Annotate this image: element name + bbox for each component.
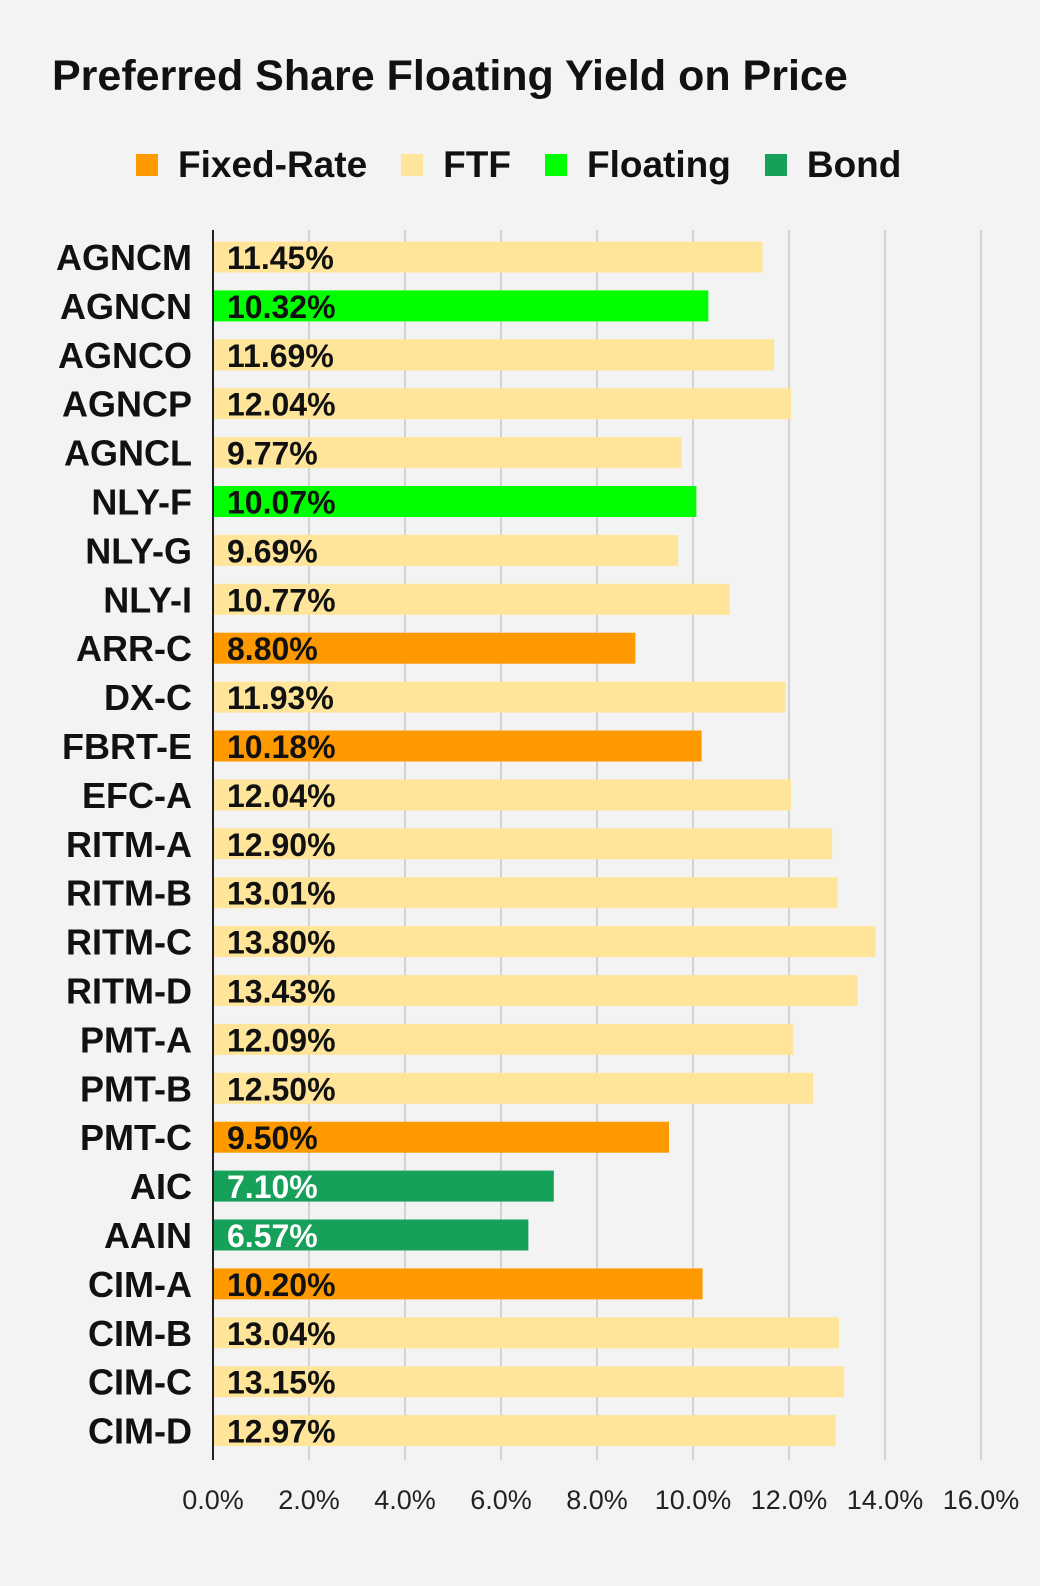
data-label: 10.77% [227,582,336,618]
data-label: 12.97% [227,1414,336,1450]
bar [213,486,697,517]
legend-label-bond: Bond [806,144,902,185]
bar [213,1121,669,1153]
category-label: DX-C [104,677,192,718]
data-label: 11.93% [227,680,334,716]
legend-swatch-bond [764,154,787,176]
bar [213,681,786,713]
category-label: AGNCN [60,286,192,327]
category-label: PMT-A [80,1019,192,1060]
bar [213,1072,813,1104]
data-label: 13.15% [227,1365,336,1401]
category-label: AIC [130,1166,192,1207]
category-label: FBRT-E [62,726,192,767]
data-label: 10.18% [227,729,336,765]
category-label: RITM-A [66,824,192,865]
data-label: 8.80% [227,631,318,667]
bar [213,779,791,811]
legend-item-floating: Floating [544,144,731,186]
data-label: 12.50% [227,1071,336,1107]
category-label: RITM-D [66,971,192,1012]
legend-item-ftf: FTF [401,144,511,186]
x-tick-label: 6.0% [470,1485,532,1515]
bar [213,730,702,762]
category-label: AAIN [104,1215,192,1256]
category-label: AGNCP [62,384,192,425]
bar [213,828,833,860]
bar [213,632,636,664]
legend-swatch-fixed-rate [136,154,158,176]
bar [213,1268,703,1300]
legend-label-fixed-rate: Fixed-Rate [178,144,368,185]
data-label: 13.80% [227,925,336,961]
x-tick-label: 4.0% [374,1485,436,1515]
x-tick-label: 8.0% [566,1485,628,1515]
data-label: 11.45% [227,240,334,276]
data-label: 6.57% [227,1218,318,1254]
category-label: AGNCM [56,237,192,278]
data-label: 9.50% [227,1120,318,1156]
category-label: CIM-B [88,1313,192,1354]
data-label: 13.01% [227,876,336,912]
bar [213,583,730,615]
legend-item-fixed-rate: Fixed-Rate [136,144,367,186]
category-label: EFC-A [82,775,192,816]
data-label: 12.09% [227,1022,336,1058]
bar [213,1317,839,1349]
data-label: 10.07% [227,485,336,521]
data-label: 12.90% [227,827,336,863]
chart-legend: Fixed-Rate FTF Floating Bond [136,144,935,186]
data-label: 11.69% [227,338,334,374]
bar [213,1415,836,1447]
data-label: 12.04% [227,778,336,814]
bar [213,1366,845,1398]
data-label: 10.32% [227,289,336,325]
category-label: AGNCO [58,335,192,376]
x-tick-label: 16.0% [943,1485,1020,1515]
legend-swatch-floating [544,154,567,176]
data-label: 12.04% [227,387,336,423]
x-tick-label: 10.0% [655,1485,732,1515]
category-label: ARR-C [76,628,192,669]
bar [213,877,838,909]
category-label: CIM-D [88,1411,192,1452]
data-label: 9.77% [227,436,318,472]
bar [213,388,791,420]
category-label: CIM-A [88,1264,192,1305]
legend-swatch-ftf [401,154,424,176]
category-label: NLY-I [103,579,192,620]
bar [213,975,858,1006]
x-tick-label: 2.0% [278,1485,340,1515]
category-label: PMT-B [80,1068,192,1109]
chart-title: Preferred Share Floating Yield on Price [52,52,848,100]
data-label: 13.04% [227,1316,336,1352]
data-label: 9.69% [227,533,318,569]
x-tick-label: 12.0% [751,1485,828,1515]
bar [213,1023,794,1055]
bar [213,1219,529,1251]
legend-item-bond: Bond [764,144,902,186]
bar [213,290,709,322]
category-label: NLY-F [91,482,192,523]
category-label: RITM-C [66,922,192,963]
bar [213,437,682,469]
x-tick-label: 0.0% [182,1485,244,1515]
legend-label-ftf: FTF [443,144,511,185]
bar [213,241,763,273]
bar [213,534,679,566]
bar [213,926,876,958]
category-label: PMT-C [80,1117,192,1158]
bar [213,1170,554,1202]
bar [213,339,775,371]
x-tick-label: 14.0% [847,1485,924,1515]
category-label: AGNCL [64,433,192,474]
data-label: 10.20% [227,1267,336,1303]
legend-label-floating: Floating [586,144,731,185]
data-label: 13.43% [227,974,336,1010]
category-label: NLY-G [85,530,192,571]
category-label: CIM-C [88,1362,192,1403]
data-label: 7.10% [227,1169,318,1205]
category-label: RITM-B [66,873,192,914]
